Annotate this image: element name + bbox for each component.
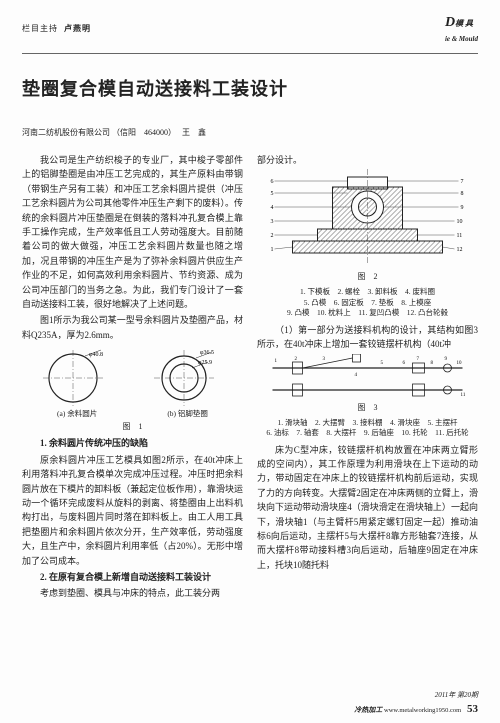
- fig1-caption: 图 1: [22, 421, 243, 433]
- svg-text:10: 10: [457, 219, 463, 225]
- svg-text:11: 11: [457, 233, 463, 239]
- svg-text:4: 4: [271, 205, 274, 211]
- header-right: D模 具 ie & Mould: [445, 12, 478, 45]
- figure-2: 1 2 3 4 5 6 7 8 9 10 11 12: [257, 169, 478, 269]
- fig1-a-label: (a) 余料圆片: [57, 408, 97, 419]
- svg-text:6: 6: [403, 361, 406, 366]
- svg-text:φ36.5: φ36.5: [200, 350, 214, 356]
- fig3-legend-1: 1. 滑块轴 2. 大摆臂 3. 接料棚 4. 滑块座 5. 主摆杆: [257, 418, 478, 429]
- intro-paragraph: 我公司是生产纺织梭子的专业厂，其中梭子零部件上的铝脚垫圈是由冲压工艺完成的，其生…: [22, 153, 243, 311]
- svg-text:3: 3: [323, 357, 326, 362]
- header-author: 卢燕明: [64, 24, 91, 33]
- fig2-legend-3: 9. 凸模 10. 枕料上 11. 复凹凸模 12. 凸台轮毂: [257, 308, 478, 319]
- page-footer: 2011年 第20期 冷热加工 www.metalworking1950.com…: [354, 690, 478, 717]
- header-left: 栏目主持 卢燕明: [22, 23, 91, 35]
- brand-en: ie & Mould: [445, 35, 478, 43]
- website: www.metalworking1950.com: [384, 707, 461, 714]
- fig2-legend: 1. 下模板 2. 螺栓 3. 卸料板 4. 废料圈 5. 凸模 6. 固定板 …: [257, 287, 478, 319]
- svg-text:8: 8: [461, 191, 464, 197]
- header-prefix: 栏目主持: [22, 24, 58, 33]
- section-2-body: 考虑到垫圈、模具与冲床的特点，此工装分两: [22, 586, 243, 600]
- svg-text:9: 9: [445, 357, 448, 362]
- svg-text:6: 6: [271, 179, 274, 185]
- step1: （1）第一部分为送接料机构的设计，其结构如图3所示，在40t冲床上增加一套铰链摆…: [257, 323, 478, 352]
- fig3-legend: 1. 滑块轴 2. 大摆臂 3. 接料棚 4. 滑块座 5. 主摆杆 6. 油标…: [257, 418, 478, 439]
- svg-text:7: 7: [461, 179, 464, 185]
- svg-text:2: 2: [271, 233, 274, 239]
- cont-para: 部分设计。: [257, 153, 478, 167]
- svg-text:5: 5: [381, 361, 384, 366]
- right-column: 部分设计。 1 2 3 4 5: [257, 153, 478, 603]
- page-number: 53: [467, 701, 478, 718]
- header-divider: [22, 53, 478, 54]
- fig2-legend-2: 5. 凸模 6. 固定板 7. 垫板 8. 上模座: [257, 298, 478, 309]
- svg-text:4: 4: [355, 373, 358, 378]
- mag-name: 冷热加工: [354, 706, 382, 714]
- svg-text:φ25.9: φ25.9: [198, 360, 212, 366]
- fig1-a: φ40.8: [41, 348, 113, 406]
- svg-text:1: 1: [271, 247, 274, 253]
- dia-a: φ40.8: [89, 352, 103, 358]
- svg-text:5: 5: [271, 191, 274, 197]
- figure-1: φ40.8 φ36.5 φ25.9: [22, 348, 243, 406]
- author-name: 王 鑫: [182, 128, 206, 137]
- issue: 2011年 第20期: [435, 691, 478, 699]
- svg-text:8: 8: [431, 361, 434, 366]
- svg-text:12: 12: [457, 247, 463, 253]
- figure-3: 1 2 3 4 5 6 7 8 9 10 11: [257, 354, 478, 400]
- brand-cn: 模 具: [455, 19, 473, 28]
- fig2-legend-1: 1. 下模板 2. 螺栓 3. 卸料板 4. 废料圈: [257, 287, 478, 298]
- left-column: 我公司是生产纺织梭子的专业厂，其中梭子零部件上的铝脚垫圈是由冲压工艺完成的，其生…: [22, 153, 243, 603]
- section-1-body: 原余料圆片冲压工艺模具如图2所示，在40t冲床上利用落料冲孔复合模单次完成冲压过…: [22, 453, 243, 568]
- company: 河南二纺机股份有限公司: [22, 128, 110, 137]
- p2: 图1所示为我公司某一型号余料圆片及垫圈产品，材料Q235A，厚为2.6mm。: [22, 313, 243, 342]
- fig3-legend-2: 6. 油标 7. 轴套 8. 大摆杆 9. 后轴座 10. 托轮 11. 后托轮: [257, 428, 478, 439]
- brand-d: D: [445, 15, 455, 30]
- fig1-b: φ36.5 φ25.9: [152, 348, 224, 406]
- svg-text:9: 9: [461, 205, 464, 211]
- svg-text:7: 7: [417, 357, 420, 362]
- svg-text:2: 2: [295, 357, 298, 362]
- fig1-b-label: (b) 铝脚垫圈: [167, 408, 208, 419]
- svg-text:11: 11: [461, 393, 466, 398]
- svg-text:1: 1: [275, 359, 278, 364]
- section-2-head: 2. 在原有复合模上新增自动送接料工装设计: [22, 571, 243, 585]
- section-1-head: 1. 余料圆片传统冲压的缺陷: [22, 437, 243, 451]
- fig2-caption: 图 2: [257, 271, 478, 283]
- body2: 床为C型冲床，铰链摆杆机构放置在冲床两立臂形成的空间内），其工作原理为利用滑块在…: [257, 443, 478, 573]
- fig1-sublabels: (a) 余料圆片 (b) 铝脚垫圈: [22, 408, 243, 419]
- affiliation: 河南二纺机股份有限公司 （信阳 464000） 王 鑫: [22, 127, 478, 139]
- svg-text:10: 10: [457, 361, 463, 366]
- svg-text:3: 3: [271, 219, 274, 225]
- address: （信阳 464000）: [112, 128, 172, 137]
- fig3-caption: 图 3: [257, 402, 478, 414]
- article-title: 垫圈复合模自动送接料工装设计: [22, 76, 478, 103]
